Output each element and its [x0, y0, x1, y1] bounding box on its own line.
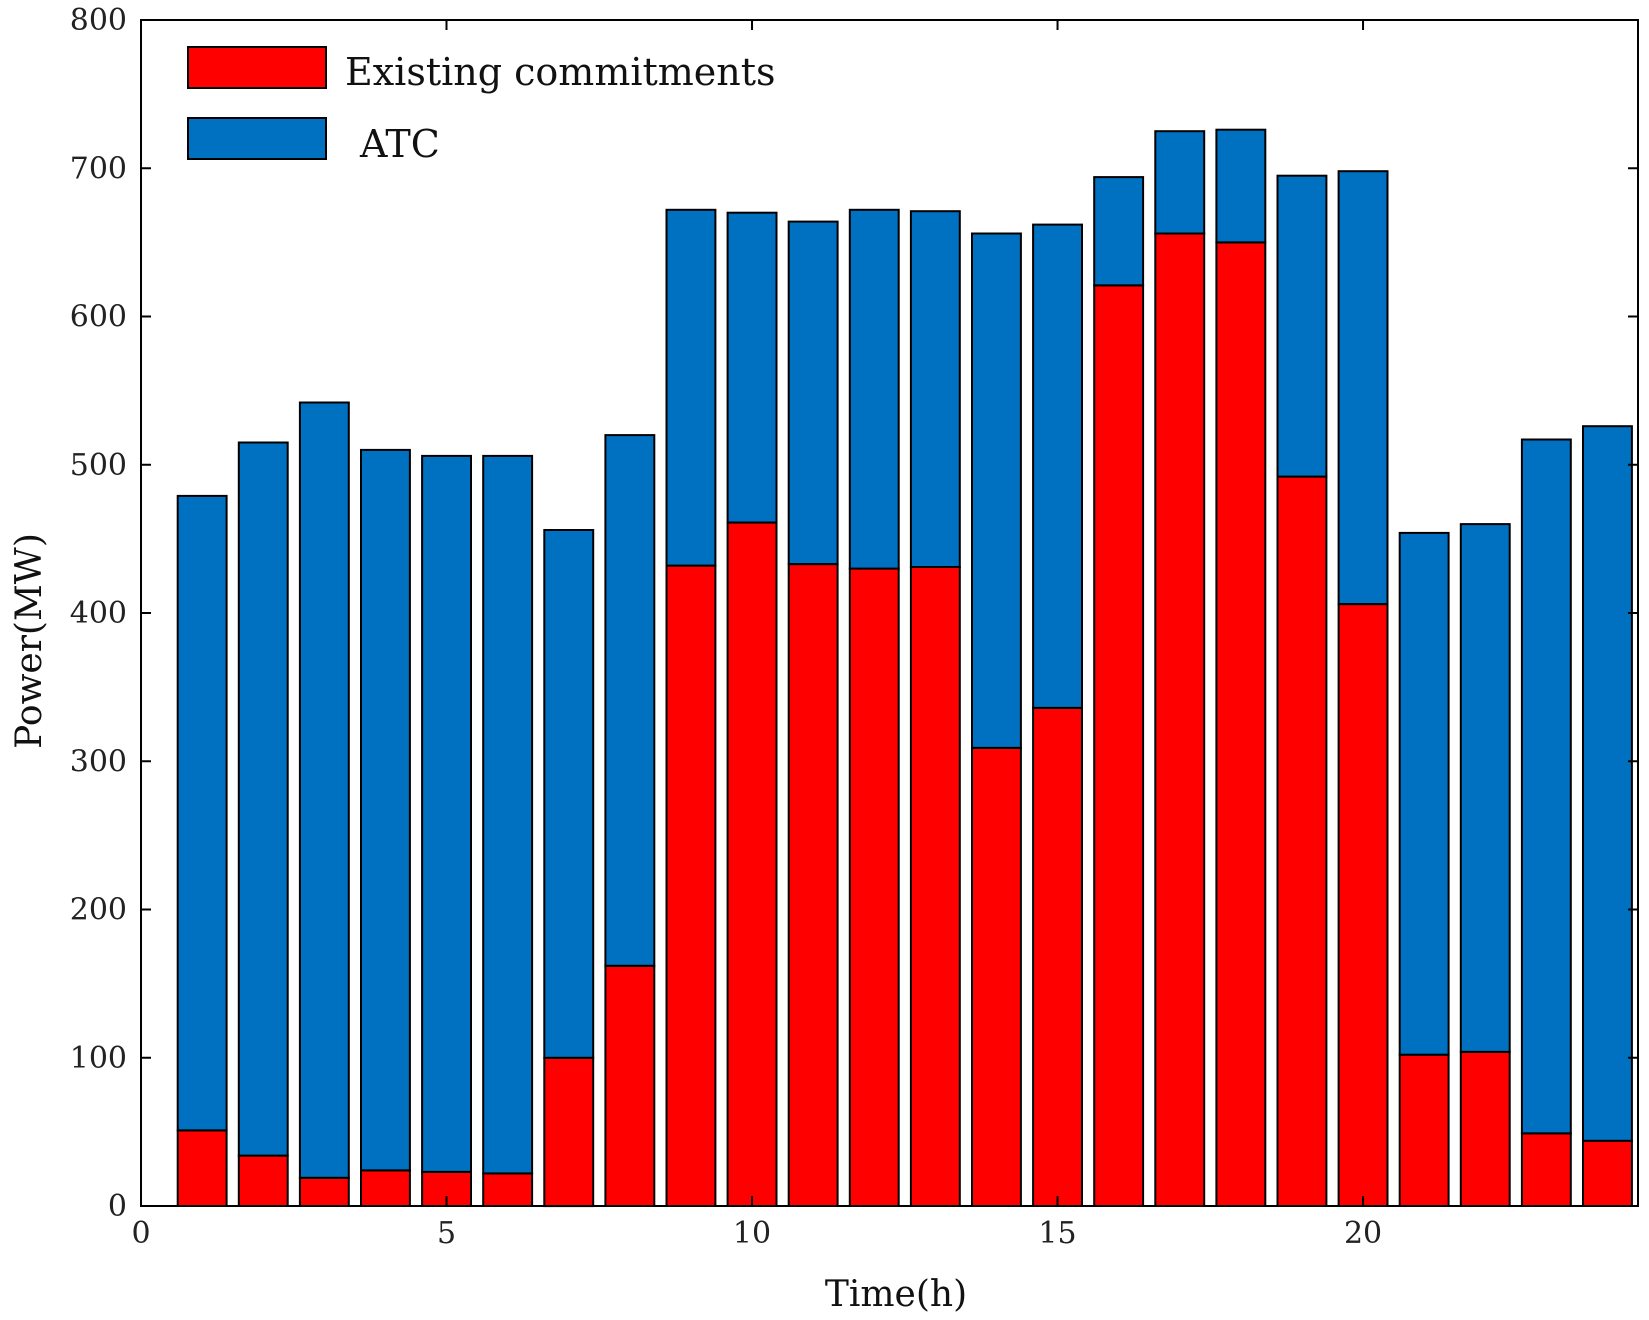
bar-atc-22: [1459, 523, 1511, 1053]
bar-existing-commitments-7: [543, 1056, 595, 1208]
bar-existing-commitments-10: [726, 521, 778, 1207]
y-tick-label-600: 600: [70, 300, 127, 335]
x-axis-title: Time(h): [825, 1274, 967, 1315]
bar-atc-15: [1032, 223, 1083, 709]
bar-atc-1: [176, 494, 228, 1132]
legend-label-atc: ATC: [359, 122, 440, 166]
bar-existing-commitments-13: [909, 566, 961, 1207]
bar-existing-commitments-12: [848, 567, 900, 1207]
bar-atc-8: [604, 434, 656, 967]
bar-existing-commitments-8: [604, 964, 656, 1207]
bar-atc-21: [1398, 531, 1450, 1056]
bar-existing-commitments-18: [1215, 241, 1267, 1207]
bar-atc-3: [298, 401, 350, 1179]
bar-atc-19: [1276, 174, 1328, 478]
bar-existing-commitments-24: [1582, 1139, 1633, 1208]
bar-existing-commitments-15: [1032, 706, 1083, 1208]
legend: Existing commitments ATC: [187, 46, 776, 166]
bar-existing-commitments-19: [1276, 475, 1328, 1208]
bar-existing-commitments-14: [971, 746, 1022, 1208]
x-tick-label-15: 15: [1038, 1216, 1076, 1251]
bar-existing-commitments-6: [482, 1172, 534, 1208]
bar-atc-17: [1154, 130, 1206, 235]
legend-swatch-existing-commitments: [187, 46, 327, 89]
x-tick-label-5: 5: [437, 1216, 456, 1251]
x-tick-label-0: 0: [131, 1216, 150, 1251]
bar-existing-commitments-20: [1337, 603, 1389, 1207]
y-tick-label-200: 200: [70, 893, 127, 928]
y-tick-label-300: 300: [70, 744, 127, 779]
bar-atc-14: [971, 232, 1022, 749]
y-tick-label-100: 100: [70, 1041, 127, 1076]
legend-swatch-atc: [187, 117, 327, 160]
bar-existing-commitments-16: [1093, 284, 1145, 1207]
bars-layer: [176, 128, 1633, 1208]
bar-existing-commitments-3: [298, 1176, 350, 1208]
bar-atc-20: [1337, 170, 1389, 606]
legend-label-existing-commitments: Existing commitments: [345, 50, 776, 94]
bar-atc-13: [909, 210, 961, 568]
bar-atc-10: [726, 211, 778, 524]
bar-atc-5: [421, 454, 473, 1173]
bar-existing-commitments-4: [360, 1169, 411, 1208]
bar-atc-2: [237, 441, 289, 1157]
bar-atc-24: [1582, 425, 1633, 1142]
y-tick-label-700: 700: [70, 151, 127, 186]
bar-atc-7: [543, 529, 595, 1059]
bar-existing-commitments-17: [1154, 232, 1206, 1207]
bar-existing-commitments-9: [665, 564, 717, 1207]
bar-existing-commitments-2: [237, 1154, 289, 1207]
bar-atc-9: [665, 208, 717, 567]
bar-existing-commitments-23: [1520, 1132, 1572, 1208]
y-tick-label-500: 500: [70, 448, 127, 483]
y-tick-label-800: 800: [70, 3, 127, 38]
bar-atc-18: [1215, 128, 1267, 244]
x-tick-label-20: 20: [1344, 1216, 1382, 1251]
bar-atc-12: [848, 208, 900, 570]
x-tick-label-10: 10: [733, 1216, 771, 1251]
bar-existing-commitments-11: [787, 563, 839, 1207]
bar-existing-commitments-22: [1459, 1050, 1511, 1208]
bar-existing-commitments-1: [176, 1129, 228, 1208]
bar-existing-commitments-21: [1398, 1053, 1450, 1208]
y-tick-label-0: 0: [108, 1189, 127, 1224]
bar-atc-23: [1520, 438, 1572, 1135]
y-tick-label-400: 400: [70, 596, 127, 631]
bar-atc-16: [1093, 176, 1145, 287]
bar-atc-4: [360, 448, 411, 1172]
bar-atc-11: [787, 220, 839, 566]
y-axis-title: Power(MW): [9, 533, 50, 749]
bar-atc-6: [482, 454, 534, 1175]
